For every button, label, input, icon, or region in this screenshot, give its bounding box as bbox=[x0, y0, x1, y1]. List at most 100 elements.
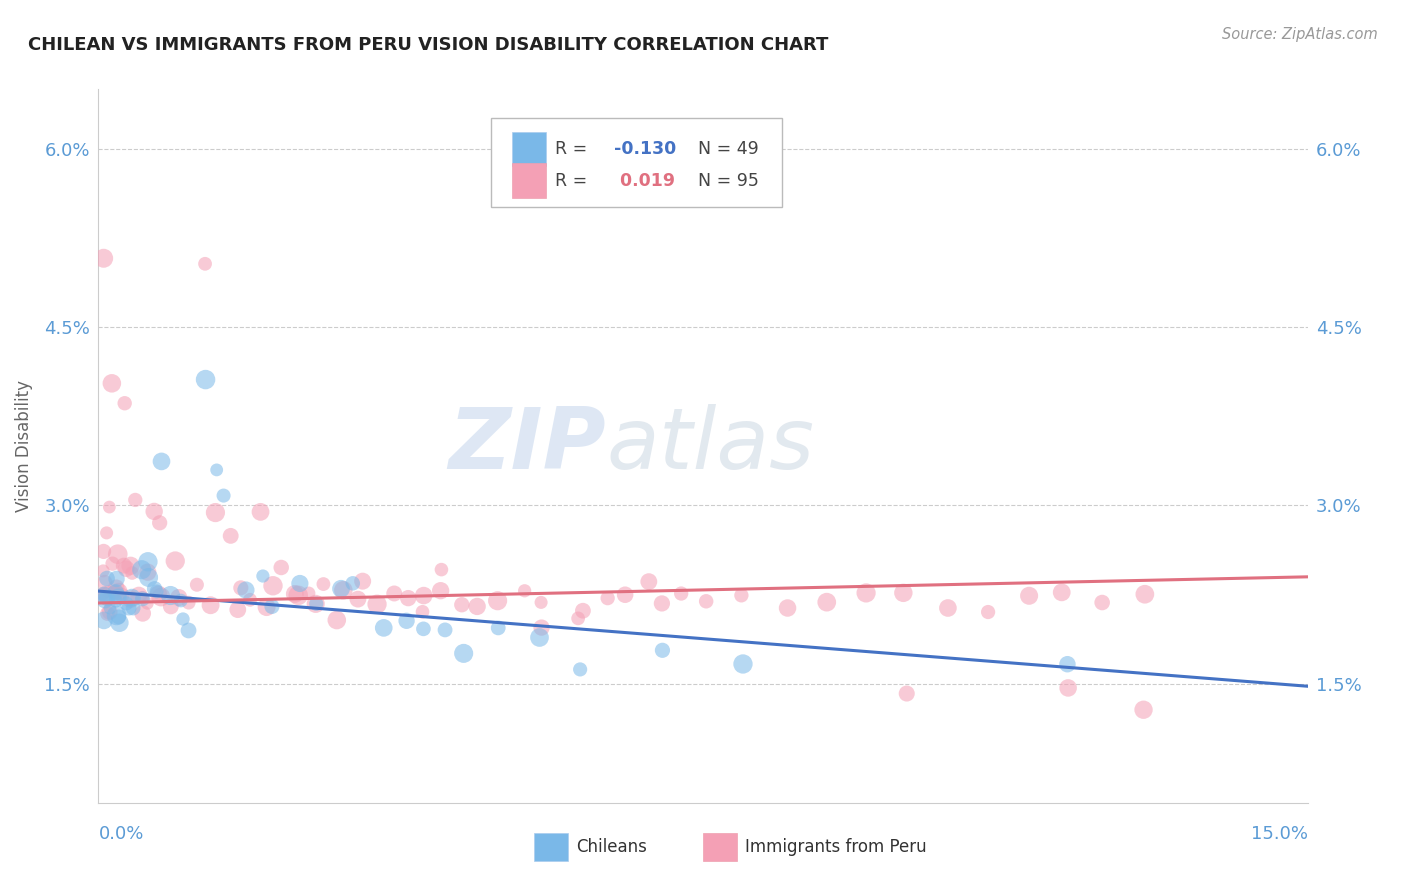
Point bbox=[288, 576, 311, 591]
Point bbox=[149, 516, 172, 530]
Point bbox=[120, 558, 142, 573]
Point bbox=[98, 605, 121, 619]
Point bbox=[284, 587, 307, 601]
Point bbox=[529, 631, 551, 645]
Point bbox=[104, 585, 127, 599]
Point bbox=[98, 500, 121, 514]
Point bbox=[893, 586, 915, 600]
Point bbox=[651, 643, 673, 657]
Point bbox=[260, 599, 283, 614]
Point bbox=[172, 612, 194, 626]
Point bbox=[131, 591, 153, 605]
Point bbox=[101, 376, 124, 391]
Text: 15.0%: 15.0% bbox=[1250, 825, 1308, 843]
Point bbox=[270, 560, 292, 574]
Point bbox=[105, 572, 128, 586]
Point bbox=[136, 555, 159, 569]
Text: atlas: atlas bbox=[606, 404, 814, 488]
Point bbox=[513, 583, 536, 598]
Point bbox=[165, 554, 187, 568]
Point bbox=[1018, 589, 1040, 603]
Point bbox=[94, 592, 117, 607]
Point bbox=[434, 623, 457, 637]
Point bbox=[465, 599, 488, 614]
Bar bbox=[703, 833, 737, 862]
Point bbox=[572, 604, 595, 618]
Point bbox=[326, 613, 349, 627]
Point bbox=[107, 547, 129, 561]
Point bbox=[219, 529, 242, 543]
Point bbox=[136, 565, 159, 579]
Point bbox=[252, 569, 274, 583]
Text: Immigrants from Peru: Immigrants from Peru bbox=[745, 838, 927, 856]
Point bbox=[569, 662, 592, 676]
Point bbox=[105, 581, 128, 595]
Point bbox=[530, 595, 553, 609]
Point bbox=[366, 597, 388, 611]
Point bbox=[150, 590, 173, 604]
Text: Source: ZipAtlas.com: Source: ZipAtlas.com bbox=[1222, 27, 1378, 42]
Point bbox=[194, 373, 217, 387]
Point bbox=[453, 646, 475, 660]
Point bbox=[91, 564, 114, 578]
Point bbox=[131, 563, 153, 577]
Point bbox=[93, 614, 115, 628]
Point bbox=[148, 587, 170, 601]
Point bbox=[287, 588, 309, 602]
Point bbox=[124, 492, 146, 507]
Point bbox=[412, 605, 434, 619]
Point bbox=[112, 558, 135, 573]
Point bbox=[122, 601, 145, 615]
Point bbox=[332, 583, 354, 598]
Text: ZIP: ZIP bbox=[449, 404, 606, 488]
Point bbox=[132, 607, 155, 621]
Point bbox=[239, 592, 262, 607]
Point bbox=[312, 577, 335, 591]
Point bbox=[776, 601, 799, 615]
Point bbox=[596, 591, 619, 606]
Point bbox=[107, 584, 129, 599]
Point bbox=[305, 597, 328, 611]
Point bbox=[177, 624, 200, 638]
Point bbox=[936, 601, 959, 615]
Point bbox=[94, 575, 117, 590]
Point bbox=[614, 588, 637, 602]
Point bbox=[730, 588, 752, 602]
Point bbox=[121, 566, 143, 580]
Point bbox=[567, 611, 589, 625]
Point bbox=[249, 505, 271, 519]
Point bbox=[150, 454, 173, 468]
Point bbox=[200, 599, 222, 613]
Text: CHILEAN VS IMMIGRANTS FROM PERU VISION DISABILITY CORRELATION CHART: CHILEAN VS IMMIGRANTS FROM PERU VISION D… bbox=[28, 36, 828, 54]
Point bbox=[93, 588, 115, 602]
Text: N = 95: N = 95 bbox=[699, 171, 759, 189]
Point bbox=[1091, 595, 1114, 609]
Point bbox=[97, 584, 120, 599]
Point bbox=[104, 585, 127, 599]
Point bbox=[115, 562, 138, 576]
Text: N = 49: N = 49 bbox=[699, 140, 759, 158]
Point bbox=[486, 621, 509, 635]
Point bbox=[977, 605, 1000, 619]
Point bbox=[1132, 703, 1154, 717]
Point bbox=[855, 586, 877, 600]
Point bbox=[530, 621, 553, 635]
Point bbox=[96, 591, 118, 605]
Point bbox=[896, 687, 918, 701]
Point bbox=[262, 579, 284, 593]
Point bbox=[342, 576, 364, 591]
Point bbox=[93, 252, 115, 266]
Point bbox=[352, 574, 374, 589]
Point bbox=[256, 600, 278, 615]
Point bbox=[429, 583, 451, 598]
Point bbox=[131, 591, 153, 606]
Point bbox=[205, 463, 228, 477]
Point bbox=[1050, 585, 1073, 599]
Point bbox=[98, 601, 121, 615]
Point bbox=[108, 615, 131, 630]
Point bbox=[815, 595, 838, 609]
Point bbox=[145, 584, 167, 599]
Point bbox=[486, 593, 509, 607]
Point bbox=[669, 586, 692, 600]
Point bbox=[121, 591, 143, 605]
